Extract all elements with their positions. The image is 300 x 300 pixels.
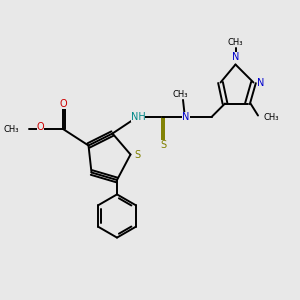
Text: CH₃: CH₃ xyxy=(4,124,20,134)
Text: O: O xyxy=(37,122,44,132)
Text: CH₃: CH₃ xyxy=(172,90,188,99)
Text: NH: NH xyxy=(130,112,146,122)
Text: CH₃: CH₃ xyxy=(264,112,280,122)
Text: S: S xyxy=(134,149,140,160)
Text: N: N xyxy=(182,112,190,122)
Text: N: N xyxy=(257,77,265,88)
Text: O: O xyxy=(60,99,68,109)
Text: CH₃: CH₃ xyxy=(228,38,243,47)
Text: N: N xyxy=(232,52,239,62)
Text: S: S xyxy=(160,140,166,150)
